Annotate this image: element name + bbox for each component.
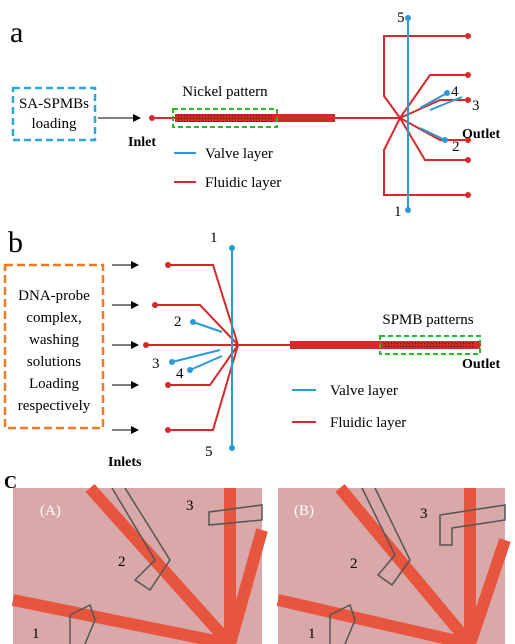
pattern-label: SPMB patterns: [382, 312, 473, 328]
box-text: solutions: [27, 354, 81, 370]
valve-number: 3: [152, 356, 160, 372]
box-text: loading: [32, 116, 77, 132]
micrograph: (A) 1 2 3: [13, 488, 262, 644]
panel-label: a: [10, 16, 23, 49]
image-label: (A): [40, 503, 61, 519]
valve-number: 4: [451, 84, 459, 100]
legend-label: Valve layer: [330, 383, 398, 399]
box-text: DNA-probe: [18, 288, 90, 304]
valve-number: 3: [420, 506, 428, 522]
box-text: Loading: [29, 376, 79, 392]
box-text: respectively: [18, 398, 91, 414]
pattern: [178, 114, 274, 122]
valve-ports: [405, 15, 450, 213]
ports: [465, 33, 471, 198]
box-text: SA-SPMBs: [19, 96, 89, 112]
channel: [168, 345, 238, 430]
port: [149, 115, 155, 121]
valve-number: 3: [472, 98, 480, 114]
image-label: (B): [294, 503, 314, 519]
micrograph: (B) 1 2 3: [278, 488, 505, 644]
panel-b: b DNA-probe complex, washing solutions L…: [5, 226, 500, 470]
pattern: [383, 341, 475, 349]
valve-number: 2: [452, 139, 460, 155]
valve-number: 1: [394, 204, 402, 220]
panel-a: a SA-SPMBs loading Inlet Nickel pattern …: [10, 10, 500, 220]
outlet-label: Outlet: [462, 127, 500, 142]
channel: [155, 305, 238, 345]
channel: [384, 118, 468, 195]
valve-number: 2: [118, 554, 126, 570]
valve-ports: [169, 245, 235, 451]
valve-number: 5: [397, 10, 405, 26]
valve-number: 5: [205, 444, 213, 460]
figure: a SA-SPMBs loading Inlet Nickel pattern …: [0, 0, 515, 644]
box-text: washing: [29, 332, 79, 348]
arrows: [112, 265, 138, 430]
inlet-label: Inlet: [128, 135, 156, 150]
valve-number: 3: [186, 498, 194, 514]
valve-number: 2: [350, 556, 358, 572]
panel-c: C (A) 1 2 3 (B) 1 2 3: [4, 472, 505, 644]
valve: [420, 128, 445, 140]
box-text: complex,: [26, 310, 81, 326]
legend-label: Fluidic layer: [330, 415, 406, 431]
panel-label: b: [8, 226, 23, 259]
pattern-label: Nickel pattern: [182, 84, 268, 100]
valve-number: 2: [174, 314, 182, 330]
legend-label: Fluidic layer: [205, 175, 281, 191]
outlet-label: Outlet: [462, 357, 500, 372]
valve: [190, 356, 222, 370]
legend-label: Valve layer: [205, 146, 273, 162]
valve-number: 4: [176, 366, 184, 382]
valve-number: 1: [32, 626, 40, 642]
valve-number: 1: [308, 626, 316, 642]
valve-number: 1: [210, 230, 218, 246]
inlets-label: Inlets: [108, 455, 142, 470]
